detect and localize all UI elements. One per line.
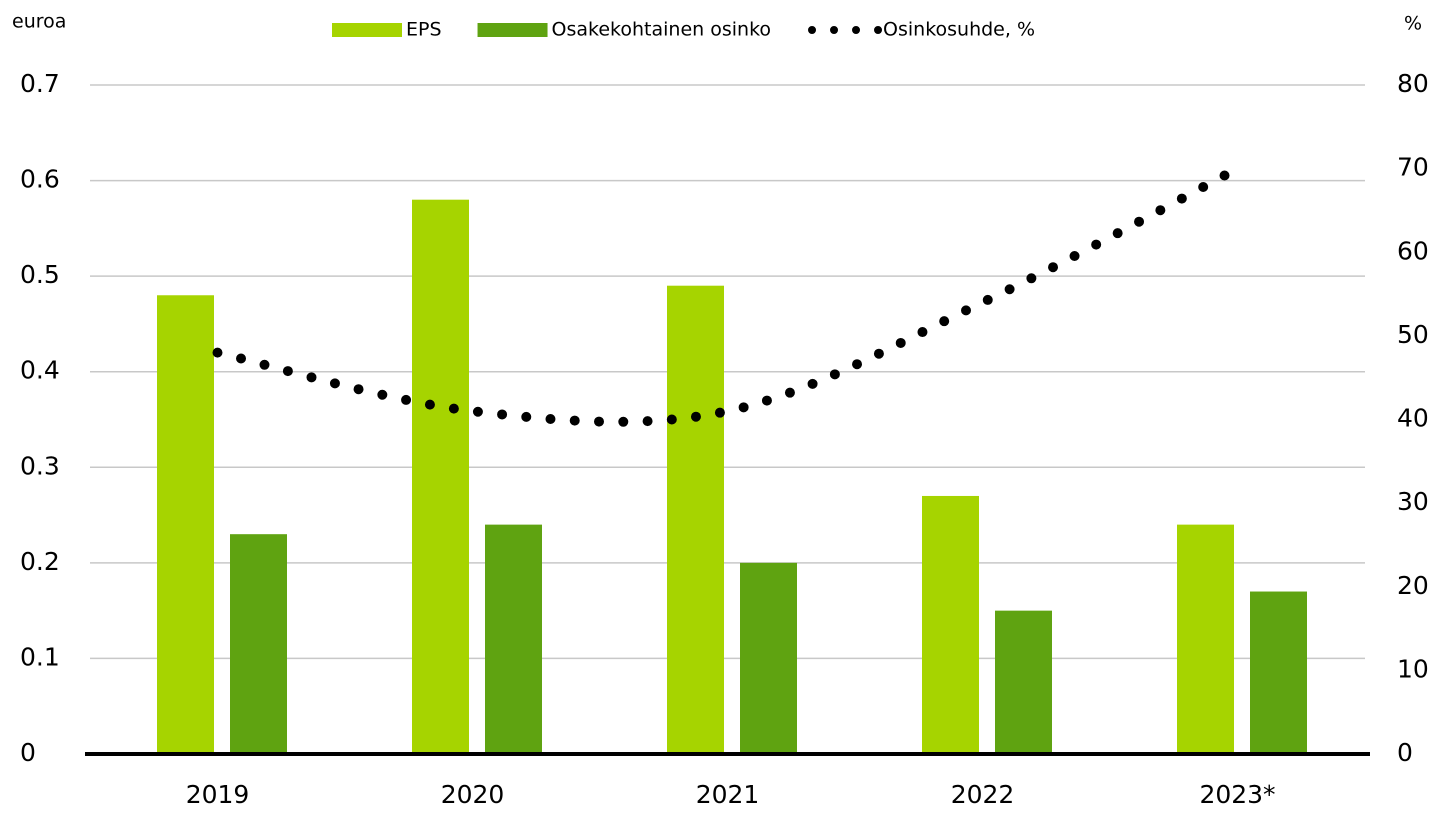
x-tick-label: 2020	[441, 780, 505, 809]
y-tick-label: 0.1	[20, 642, 60, 671]
bar	[230, 534, 287, 754]
bar	[740, 562, 797, 754]
legend-label: EPS	[406, 19, 442, 41]
legend-label: Osinkosuhde, %	[883, 19, 1035, 41]
legend-swatch	[332, 23, 402, 37]
x-tick-label: 2019	[186, 780, 250, 809]
y2-tick-label: 10	[1397, 654, 1429, 683]
y2-axis-label: %	[1404, 13, 1422, 35]
y2-tick-label: 20	[1397, 571, 1429, 600]
y-tick-label: 0	[20, 738, 36, 767]
y2-tick-label: 30	[1397, 487, 1429, 516]
x-tick-label: 2023*	[1199, 780, 1275, 809]
y2-tick-label: 40	[1397, 404, 1429, 433]
bar	[485, 524, 542, 754]
y2-tick-label: 60	[1397, 236, 1429, 265]
y2-tick-label: 0	[1397, 738, 1413, 767]
bar	[1250, 591, 1307, 754]
y-tick-label: 0.7	[20, 69, 60, 98]
bar	[922, 495, 979, 754]
line	[212, 163, 1243, 427]
y-tick-label: 0.3	[20, 451, 60, 480]
y-tick-label: 0.6	[20, 165, 60, 194]
bar	[157, 295, 214, 754]
x-tick-label: 2021	[696, 780, 760, 809]
legend-swatch	[477, 23, 548, 37]
y2-tick-label: 50	[1397, 320, 1429, 349]
legend-label: Osakekohtainen osinko	[552, 19, 771, 41]
y2-tick-label: 80	[1397, 69, 1429, 98]
y2-tick-label: 70	[1397, 153, 1429, 182]
bar	[667, 285, 724, 754]
bar	[412, 199, 469, 754]
y-tick-label: 0.4	[20, 356, 60, 385]
bar	[1177, 524, 1234, 754]
y-tick-label: 0.5	[20, 260, 60, 289]
y-tick-label: 0.2	[20, 547, 60, 576]
bar	[995, 610, 1052, 754]
y-axis-label: euroa	[12, 11, 66, 33]
x-tick-label: 2022	[951, 780, 1015, 809]
